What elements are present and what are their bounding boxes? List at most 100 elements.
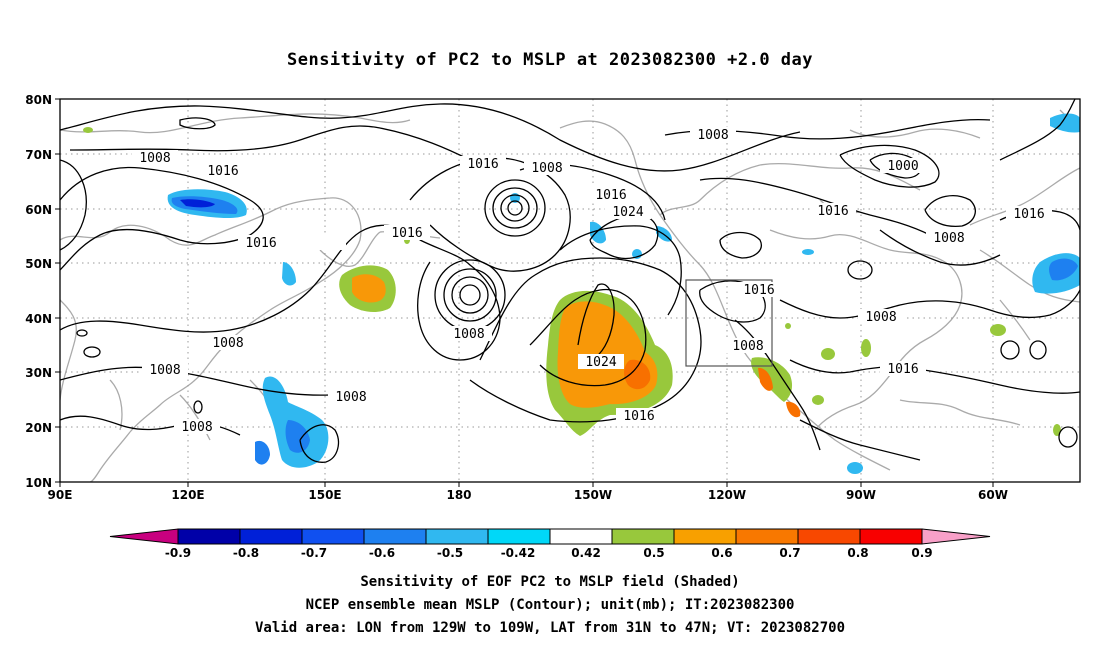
caption-line-3: Valid area: LON from 129W to 109W, LAT f… [254,620,845,636]
contour-label-text: 1008 [933,231,964,246]
colorbar-left-arrow [109,528,179,545]
contour-label-text: 1016 [1013,207,1044,222]
shade-positive-west-pacific-core [352,274,386,303]
contour-label: 1008 [142,362,188,378]
shade-dot-1 [821,348,835,360]
contour-label: 1016 [200,162,246,179]
shade-positive-central-pacific-hot [624,359,651,390]
shade-dot-5 [1053,424,1061,436]
caption-line-1: Sensitivity of EOF PC2 to MSLP field (Sh… [360,574,740,590]
contour-label: 1008 [725,338,771,354]
map-title: Sensitivity of PC2 to MSLP at 2023082300… [286,50,813,70]
colorbar-right-arrow [921,528,991,545]
contour-label: 1016 [384,225,430,241]
contour-label-text: 1008 [139,151,170,166]
contour-label: 1008 [328,389,374,405]
contour-label: 1008 [446,326,492,342]
colorbar-segment [363,528,427,545]
contour-label-text: 1016 [817,204,848,219]
contour-label: 1008 [132,150,178,166]
colorbar [109,528,991,545]
colorbar-label: -0.5 [437,546,463,560]
lon-label: 150W [574,488,612,502]
lon-axis: 90E 120E 150E 180 150W 120W 90W 60W [48,482,1008,502]
contour-label: 1008 [690,127,736,143]
lat-label: 50N [25,257,52,271]
contour-label-text: 1016 [467,157,498,172]
contour-label-text: 1008 [212,336,243,351]
colorbar-segment [549,528,613,545]
colorbar-segment [735,528,799,545]
shade-positive-mexico-south [786,401,801,418]
contour-label-text: 1024 [585,355,616,370]
colorbar-label: -0.7 [301,546,327,560]
plot-frame [59,98,1081,483]
lon-label: 120W [708,488,746,502]
lon-label: 150E [308,488,341,502]
contour-label: 1016 [736,282,782,298]
contour-label: 1016 [880,361,926,377]
colorbar-segment [797,528,861,545]
shade-negative-bering [590,221,606,244]
colorbar-label: 0.9 [911,546,932,560]
shade-negative-japan [282,262,296,286]
contour-label-text: 1016 [595,188,626,203]
contour-label: 1024 [578,354,624,370]
colorbar-label: 0.5 [643,546,664,560]
colorbar-label: -0.42 [501,546,536,560]
shade-dot-4 [812,395,824,405]
contour-label-text: 1008 [453,327,484,342]
contour-label: 1008 [858,309,904,325]
contour-label: 1008 [524,160,570,176]
lat-label: 10N [25,476,52,490]
caption-line-2: NCEP ensemble mean MSLP (Contour); unit(… [305,597,795,613]
contour-labels: 1008 1016 1016 1008 1016 1008 1016 1024 … [132,127,1052,435]
lon-label: 60W [978,488,1008,502]
lon-label: 180 [446,488,471,502]
colorbar-segment [673,528,737,545]
contour-label-text: 1008 [335,390,366,405]
colorbar-label: 0.7 [779,546,800,560]
lat-label: 30N [25,366,52,380]
contour-label: 1008 [205,335,251,351]
colorbar-segment [301,528,365,545]
contour-label-text: 1008 [149,363,180,378]
contour-label: 1016 [1006,206,1052,222]
contour-label: 1016 [588,187,634,203]
contour-label: 1016 [616,408,662,424]
contour-label-text: 1016 [207,164,238,179]
contour-label: 1000 [880,158,926,174]
contour-label-text: 1008 [697,128,728,143]
lon-label: 90E [48,488,73,502]
valid-area-box [685,279,773,367]
lat-label: 70N [25,148,52,162]
lon-label: 90W [846,488,876,502]
contour-label: 1024 [605,204,651,220]
contour-label: 1008 [174,419,220,435]
contour-label: 1008 [926,230,972,246]
contour-label-text: 1016 [623,409,654,424]
shade-negative-atlantic-core [1049,258,1078,281]
colorbar-labels: -0.9 -0.8 -0.7 -0.6 -0.5 -0.42 0.42 0.5 … [165,546,933,560]
colorbar-segment [177,528,241,545]
lat-label: 40N [25,312,52,326]
lat-axis: 80N 70N 60N 50N 40N 30N 20N 10N [25,93,60,490]
shade-negative-philippine-sea-core [285,420,310,453]
colorbar-segment [239,528,303,545]
contour-label-text: 1016 [743,283,774,298]
shade-neg-dot-3 [847,462,863,474]
shade-dot-2 [861,339,871,357]
contour-label-text: 1008 [181,420,212,435]
colorbar-label: 0.8 [847,546,868,560]
contour-label-text: 1016 [245,236,276,251]
shade-negative-asia-deep [180,199,215,208]
shade-dot-7 [785,323,791,329]
contour-label-text: 1016 [887,362,918,377]
contour-label-text: 1016 [391,226,422,241]
contour-label: 1016 [460,156,506,172]
colorbar-label: 0.42 [571,546,601,560]
lat-label: 20N [25,421,52,435]
colorbar-segment [425,528,489,545]
colorbar-label: -0.6 [369,546,395,560]
